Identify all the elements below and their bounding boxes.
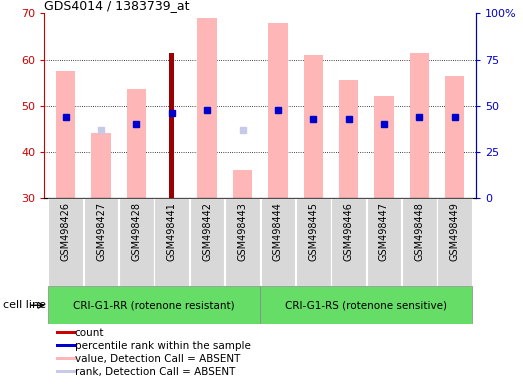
Text: GSM498441: GSM498441 <box>167 202 177 261</box>
Bar <box>331 198 366 286</box>
Bar <box>233 170 252 198</box>
Bar <box>402 198 437 286</box>
Text: value, Detection Call = ABSENT: value, Detection Call = ABSENT <box>75 354 240 364</box>
Bar <box>268 23 288 198</box>
Text: count: count <box>75 328 104 338</box>
Bar <box>127 89 146 198</box>
Bar <box>119 198 154 286</box>
Text: GSM498442: GSM498442 <box>202 202 212 261</box>
Bar <box>260 286 472 324</box>
Bar <box>56 71 75 198</box>
Bar <box>303 55 323 198</box>
Bar <box>154 198 189 286</box>
Bar <box>296 198 331 286</box>
Text: GSM498444: GSM498444 <box>273 202 283 261</box>
Bar <box>374 96 394 198</box>
Bar <box>437 198 472 286</box>
Text: GSM498445: GSM498445 <box>308 202 318 261</box>
Bar <box>56 344 76 348</box>
Text: GDS4014 / 1383739_at: GDS4014 / 1383739_at <box>44 0 190 12</box>
Text: CRI-G1-RR (rotenone resistant): CRI-G1-RR (rotenone resistant) <box>73 300 235 310</box>
Bar <box>197 18 217 198</box>
Bar <box>339 80 358 198</box>
Text: GSM498427: GSM498427 <box>96 202 106 261</box>
Bar <box>92 133 111 198</box>
Text: cell line: cell line <box>3 300 46 310</box>
Bar <box>260 198 295 286</box>
Bar <box>367 198 401 286</box>
Bar <box>225 198 260 286</box>
Bar <box>190 198 224 286</box>
Text: CRI-G1-RS (rotenone sensitive): CRI-G1-RS (rotenone sensitive) <box>285 300 447 310</box>
Bar <box>410 53 429 198</box>
Bar <box>48 286 260 324</box>
Bar <box>56 370 76 373</box>
Bar <box>445 76 464 198</box>
Text: percentile rank within the sample: percentile rank within the sample <box>75 341 251 351</box>
Text: GSM498426: GSM498426 <box>61 202 71 261</box>
Bar <box>56 331 76 334</box>
Text: GSM498446: GSM498446 <box>344 202 354 261</box>
Bar <box>56 357 76 360</box>
Bar <box>48 198 83 286</box>
Text: GSM498448: GSM498448 <box>414 202 424 261</box>
Text: GSM498428: GSM498428 <box>131 202 141 261</box>
Bar <box>169 53 175 198</box>
Text: rank, Detection Call = ABSENT: rank, Detection Call = ABSENT <box>75 367 235 377</box>
Text: GSM498449: GSM498449 <box>450 202 460 261</box>
Text: GSM498447: GSM498447 <box>379 202 389 261</box>
Bar <box>84 198 118 286</box>
Text: GSM498443: GSM498443 <box>237 202 247 261</box>
